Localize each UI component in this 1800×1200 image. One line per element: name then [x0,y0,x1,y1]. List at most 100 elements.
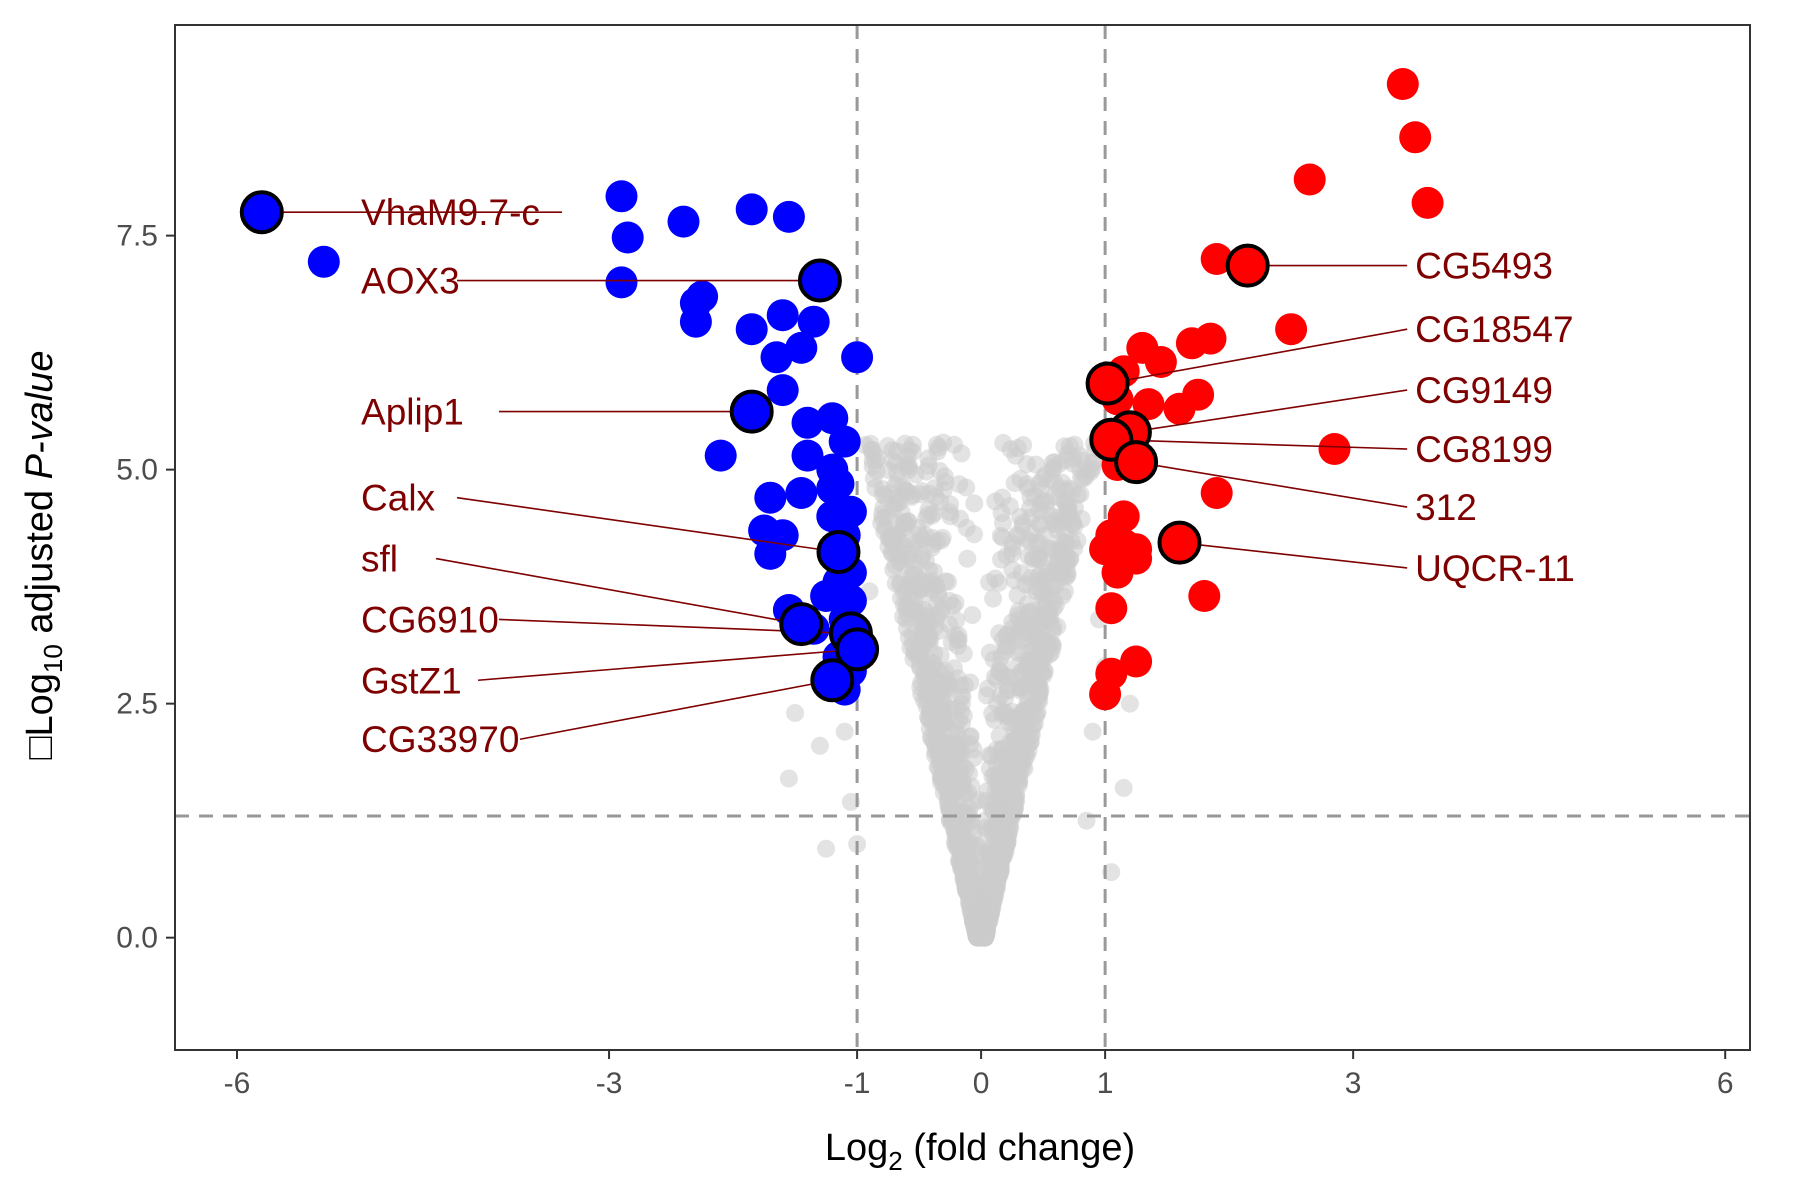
highlighted-gene-point [1157,520,1202,565]
highlighted-points [239,190,1270,703]
y-axis: 0.0 2.5 5.0 7.5 [116,220,175,955]
ns-point [955,843,974,862]
x-tick-label: -6 [224,1067,251,1100]
up-regulated-point [1200,243,1233,275]
ns-point [929,438,948,457]
ns-point [879,507,898,526]
ns-point [1003,539,1022,558]
x-tick-label: -1 [844,1067,871,1100]
ns-point [1012,678,1031,697]
ns-point [944,659,963,678]
down-regulated-point [611,221,644,254]
gene-label: CG8199 [1415,429,1553,470]
gene-label: CG33970 [361,719,519,760]
label-connectors [261,211,1408,741]
up-regulated-point [1194,322,1227,355]
label-connector-line [1129,389,1408,433]
ns-point [951,509,969,528]
ns-point [891,573,910,592]
ns-point [914,585,933,604]
gene-label: Aplip1 [361,392,464,433]
down-regulated-point [760,341,793,374]
label-connector-line [1135,461,1408,508]
ns-point [990,726,1009,745]
ns-point [954,644,973,663]
y-axis-title: □Log10 adjusted P-value [19,351,68,760]
ns-point [992,741,1011,760]
up-regulated-point [1089,533,1122,566]
ns-point [1047,515,1066,534]
ns-point [982,845,1001,864]
up-regulated-point [1318,433,1351,465]
highlighted-gene-point [239,190,284,235]
ns-point [1049,455,1068,474]
ns-point [841,792,860,811]
down-regulated-point [605,266,638,299]
ns-point [986,492,1005,511]
ns-point [905,534,924,553]
gene-labels: VhaM9.7-c AOX3 Aplip1 Calx sfl CG6910 GstZ1 CG3… [361,192,1575,760]
ns-point [1042,643,1061,662]
ns-point [993,630,1012,649]
up-regulated-point [1144,346,1177,378]
ns-point [965,525,984,544]
ns-point [983,823,1002,842]
down-regulated-point [766,374,799,407]
ns-point [1019,698,1038,717]
down-regulated-point [785,331,818,364]
ns-point [957,478,976,497]
up-regulated-point [1411,186,1444,219]
ns-point [903,626,922,645]
ns-point [954,860,973,878]
ns-point [976,928,995,947]
ns-point [856,436,875,455]
ns-point [984,589,1003,608]
ns-point [1035,662,1054,681]
ns-point [1005,474,1024,493]
down-regulated-point [307,245,340,278]
highlighted-gene-point [816,530,861,574]
ns-point [1071,460,1090,479]
gene-label: CG9149 [1415,370,1553,411]
plot-panel-border [174,24,1751,1051]
y-tick-label: 2.5 [116,688,158,721]
ns-point [952,444,971,463]
ns-point [779,769,798,788]
ns-point [1012,564,1031,583]
ns-point [1010,765,1029,784]
ns-point [919,662,938,681]
ns-point [889,471,908,490]
ns-point [936,572,955,591]
x-tick-label: 1 [1097,1067,1114,1100]
y-tick-label: 0.0 [116,922,158,955]
ns-point [900,457,919,476]
ns-point [1031,581,1050,600]
gene-label: Calx [361,478,436,519]
ns-point [1000,497,1019,516]
ns-point [961,673,980,692]
label-connector-line [1111,438,1408,450]
ns-point [965,494,984,513]
ns-point [966,892,985,911]
ns-point [980,643,999,662]
gene-label: CG6910 [361,599,499,640]
ns-point [928,683,946,702]
up-regulated-point [1200,477,1233,509]
ns-point [937,733,956,752]
ns-point [912,640,931,659]
ns-point [963,606,982,624]
ns-point [961,735,979,754]
gene-label: sfl [361,539,398,580]
down-regulated-point [735,313,768,346]
ns-point [1114,778,1133,797]
x-tick-label: 3 [1345,1067,1362,1100]
ns-point [912,550,931,568]
ns-point [1039,609,1058,628]
up-regulated-point [1089,678,1122,711]
gene-label: UQCR-11 [1415,548,1575,589]
ns-point [917,509,935,528]
label-connector-line [1179,541,1408,569]
ns-point [1005,791,1024,810]
ns-point [922,571,941,590]
